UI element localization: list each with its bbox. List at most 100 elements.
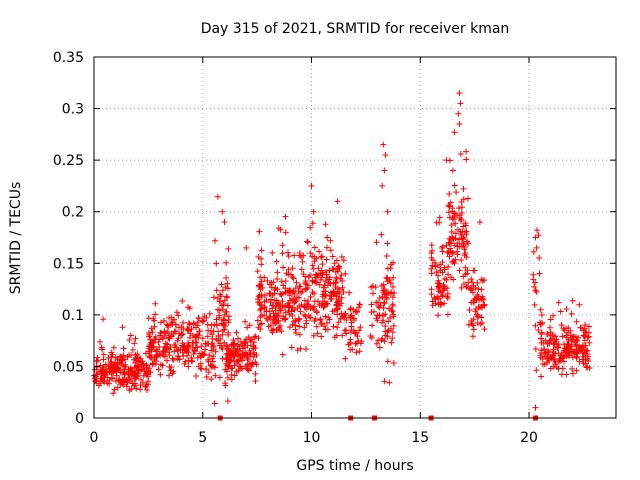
data-point xyxy=(563,305,570,312)
data-point xyxy=(313,308,320,315)
data-point xyxy=(135,358,142,365)
data-point xyxy=(332,268,339,275)
y-tick-label: 0.3 xyxy=(62,102,84,118)
data-point xyxy=(96,338,103,345)
data-point xyxy=(537,306,544,313)
data-point xyxy=(282,229,289,236)
data-point xyxy=(219,287,226,294)
data-point xyxy=(310,208,317,215)
data-point xyxy=(185,342,192,349)
data-point xyxy=(211,364,218,371)
data-point xyxy=(105,354,112,361)
data-point xyxy=(340,288,347,295)
data-point xyxy=(185,363,192,370)
data-point xyxy=(319,320,326,327)
data-point xyxy=(91,375,98,382)
data-point xyxy=(258,247,265,254)
data-point xyxy=(263,297,270,304)
data-point xyxy=(317,317,324,323)
data-point xyxy=(454,248,461,255)
data-point xyxy=(533,367,540,374)
data-point xyxy=(468,276,475,283)
data-point xyxy=(126,387,133,394)
data-point xyxy=(161,344,168,351)
data-point xyxy=(384,208,391,215)
data-point xyxy=(336,286,343,293)
data-point xyxy=(261,274,268,281)
data-point xyxy=(264,317,271,324)
data-point xyxy=(215,337,222,344)
data-point xyxy=(296,283,303,290)
data-point xyxy=(379,293,386,300)
data-point xyxy=(147,336,154,343)
data-point xyxy=(178,330,185,337)
data-point xyxy=(337,315,344,322)
data-point xyxy=(131,340,138,347)
data-point xyxy=(235,335,242,342)
data-point xyxy=(175,324,182,331)
data-point xyxy=(156,336,163,343)
data-point xyxy=(112,378,119,385)
data-point xyxy=(95,382,102,389)
data-point xyxy=(559,333,566,340)
data-point xyxy=(127,365,134,372)
data-point xyxy=(433,269,440,276)
data-point xyxy=(447,274,454,281)
data-point xyxy=(211,400,218,407)
data-point xyxy=(563,371,570,378)
data-point xyxy=(304,300,311,307)
data-point xyxy=(481,302,488,309)
data-point xyxy=(569,354,576,361)
data-point xyxy=(277,307,284,314)
data-point xyxy=(544,352,551,359)
data-point xyxy=(316,302,323,309)
data-point xyxy=(261,304,268,311)
data-point xyxy=(100,316,107,323)
data-point xyxy=(458,231,465,238)
data-point xyxy=(440,281,447,288)
data-points xyxy=(91,90,593,411)
data-point xyxy=(219,355,226,362)
data-point xyxy=(185,304,192,311)
data-point xyxy=(243,244,250,251)
data-point xyxy=(331,260,338,267)
data-point xyxy=(568,310,575,317)
data-point xyxy=(451,210,458,217)
data-point xyxy=(443,276,450,283)
data-point xyxy=(586,339,593,346)
data-point xyxy=(334,198,341,205)
data-point xyxy=(432,262,439,269)
data-point xyxy=(370,308,377,315)
data-point xyxy=(451,242,458,249)
data-point xyxy=(99,346,106,353)
data-point xyxy=(382,328,389,335)
data-point xyxy=(133,354,140,361)
data-point xyxy=(386,379,393,386)
data-point xyxy=(383,274,390,281)
data-point xyxy=(322,221,329,228)
data-point xyxy=(224,362,231,369)
data-point xyxy=(292,317,299,324)
data-point xyxy=(384,358,391,365)
data-point xyxy=(108,366,115,373)
data-point xyxy=(356,327,363,334)
data-point xyxy=(307,250,314,257)
data-point xyxy=(216,312,223,319)
data-point xyxy=(303,281,310,288)
data-point xyxy=(236,343,243,350)
data-point xyxy=(205,369,212,376)
data-point xyxy=(237,338,244,345)
data-point xyxy=(379,311,386,318)
data-point xyxy=(542,337,549,344)
data-point xyxy=(267,299,274,306)
data-point xyxy=(557,358,564,365)
data-point xyxy=(210,294,217,301)
data-point xyxy=(324,234,331,241)
data-point xyxy=(538,331,545,338)
data-point xyxy=(188,325,195,332)
data-point xyxy=(448,228,455,235)
data-point xyxy=(302,286,309,293)
data-point xyxy=(120,381,127,388)
data-point xyxy=(129,346,136,353)
data-point xyxy=(179,342,186,349)
